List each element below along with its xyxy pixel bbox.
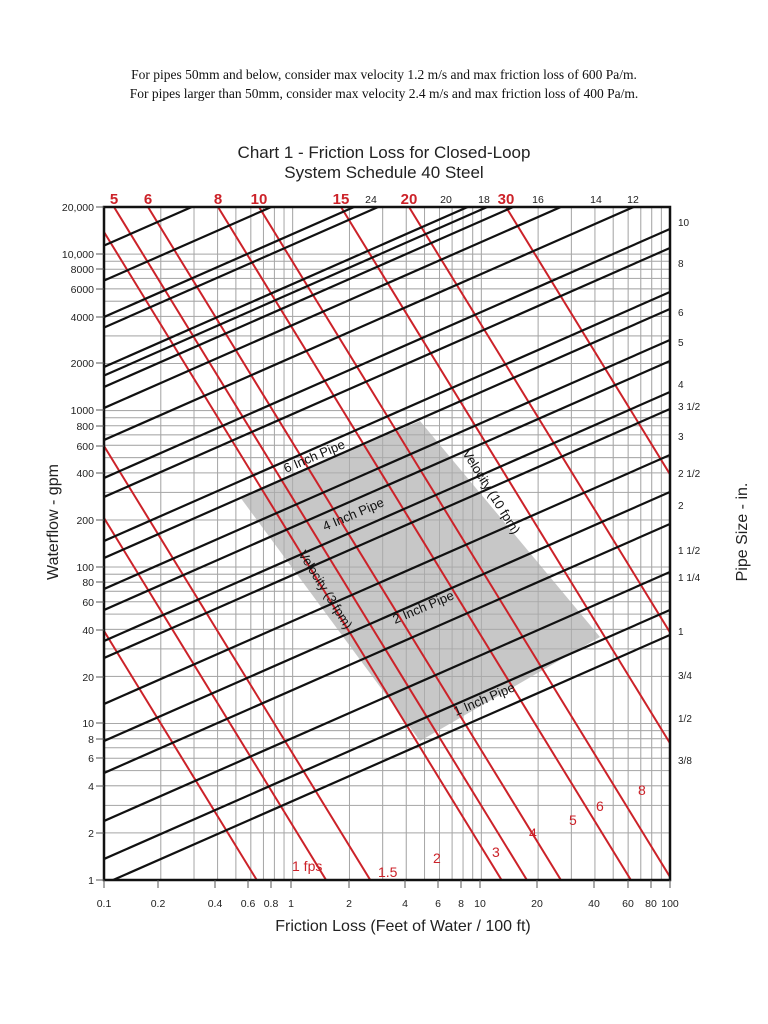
bottom-velocity-label: 8	[638, 782, 646, 798]
x-tick-label: 0.6	[241, 898, 256, 910]
y-tick-label: 4000	[71, 312, 95, 324]
y-tick-label: 10	[82, 718, 94, 730]
pipe-size-label: 8	[678, 259, 684, 270]
x-tick-label: 4	[402, 898, 408, 910]
x-tick-label: 40	[588, 898, 600, 910]
bottom-velocity-label: 1.5	[378, 864, 398, 880]
y-tick-label: 6	[88, 753, 94, 765]
bottom-velocity-labels: 1 fps 1.5 2 3 4 5 6 8	[292, 782, 646, 880]
pipe-size-label: 3 1/2	[678, 402, 701, 413]
top-velocity-label: 30	[498, 191, 515, 208]
top-pipe-size-label: 20	[440, 194, 452, 206]
y-tick-label: 100	[76, 562, 94, 574]
bottom-velocity-label: 6	[596, 798, 604, 814]
plot-frame	[102, 205, 672, 882]
y-tick-label: 40	[82, 625, 94, 637]
y-tick-label: 20,000	[62, 202, 94, 214]
top-pipe-size-label: 24	[365, 194, 377, 206]
x-axis-ticks: 0.1 0.2 0.4 0.6 0.8 1 2 4 6 8 10 20 40 60 80 100	[97, 880, 679, 910]
x-tick-label: 60	[622, 898, 634, 910]
y-tick-label: 800	[76, 421, 94, 433]
pipe-size-label: 10	[678, 218, 690, 229]
bottom-velocity-label: 3	[492, 844, 500, 860]
y-tick-label: 200	[76, 515, 94, 527]
top-pipe-size-label: 18	[478, 194, 490, 206]
pipe-size-label: 1 1/2	[678, 546, 701, 557]
bottom-velocity-label: 4	[529, 825, 537, 841]
x-tick-label: 2	[346, 898, 352, 910]
pipe-size-label: 1 1/4	[678, 573, 701, 584]
right-axis-pipe-sizes: 10 8 6 5 4 3 1/2 3 2 1/2 2 1 1/2 1 1/4 1 3/4 1/2 3/8	[678, 218, 701, 767]
top-velocity-label: 8	[214, 191, 222, 208]
y-axis-title: Waterflow - gpm	[45, 464, 62, 580]
top-pipe-size-label: 16	[532, 194, 544, 206]
top-velocity-label: 20	[401, 191, 418, 208]
y-tick-label: 400	[76, 468, 94, 480]
pipe-size-label: 3	[678, 432, 684, 443]
chart-title-line-1: Chart 1 - Friction Loss for Closed-Loop	[237, 143, 531, 162]
x-tick-label: 10	[474, 898, 486, 910]
bottom-velocity-label: 2	[433, 850, 441, 866]
right-axis-title: Pipe Size - in.	[734, 483, 751, 582]
x-tick-label: 100	[661, 898, 679, 910]
pipe-size-label: 5	[678, 338, 684, 349]
pipe-size-label: 6	[678, 308, 684, 319]
velocity-lines	[104, 207, 670, 880]
x-tick-label: 20	[531, 898, 543, 910]
y-tick-label: 8	[88, 734, 94, 746]
chart-title-line-2: System Schedule 40 Steel	[284, 163, 484, 182]
y-tick-label: 2	[88, 828, 94, 840]
y-tick-label: 80	[82, 577, 94, 589]
y-tick-label: 10,000	[62, 249, 94, 261]
x-axis-title: Friction Loss (Feet of Water / 100 ft)	[275, 918, 531, 935]
y-tick-label: 6000	[71, 284, 95, 296]
pipe-size-label: 4	[678, 380, 684, 391]
y-tick-label: 1	[88, 875, 94, 887]
note-line-1: For pipes 50mm and below, consider max v…	[131, 67, 637, 82]
top-pipe-size-label: 12	[627, 194, 639, 206]
x-tick-label: 8	[458, 898, 464, 910]
y-tick-label: 4	[88, 781, 94, 793]
x-tick-label: 80	[645, 898, 657, 910]
top-labels: 24 20 18 16 14 12 5 6 8 10 15 20 30	[110, 191, 639, 208]
pipe-size-label: 3/4	[678, 671, 692, 682]
top-pipe-size-label: 14	[590, 194, 602, 206]
y-tick-label: 60	[82, 597, 94, 609]
x-tick-label: 6	[435, 898, 441, 910]
top-velocity-label: 15	[333, 191, 350, 208]
x-tick-label: 1	[288, 898, 294, 910]
pipe-size-label: 2 1/2	[678, 469, 701, 480]
x-tick-label: 0.2	[151, 898, 166, 910]
y-axis-ticks: 20,000 10,000 8000 6000 4000 2000 1000 800 600 40…	[62, 202, 104, 887]
y-tick-label: 20	[82, 672, 94, 684]
y-tick-label: 2000	[71, 358, 95, 370]
bottom-velocity-label: 1 fps	[292, 858, 322, 874]
pipe-size-label: 1/2	[678, 714, 692, 725]
y-tick-label: 600	[76, 441, 94, 453]
pipe-size-lines	[104, 207, 670, 880]
x-tick-label: 0.1	[97, 898, 112, 910]
pipe-size-label: 1	[678, 627, 684, 638]
pipe-size-label: 2	[678, 501, 684, 512]
y-tick-label: 8000	[71, 264, 95, 276]
note-line-2: For pipes larger than 50mm, consider max…	[129, 86, 639, 101]
y-tick-label: 1000	[71, 405, 95, 417]
pipe-size-label: 3/8	[678, 756, 692, 767]
bottom-velocity-label: 5	[569, 812, 577, 828]
x-tick-label: 0.4	[208, 898, 223, 910]
x-tick-label: 0.8	[264, 898, 279, 910]
top-velocity-label: 5	[110, 191, 118, 208]
recommended-zone-shade	[240, 421, 600, 741]
top-velocity-label: 6	[144, 191, 152, 208]
top-velocity-label: 10	[251, 191, 268, 208]
